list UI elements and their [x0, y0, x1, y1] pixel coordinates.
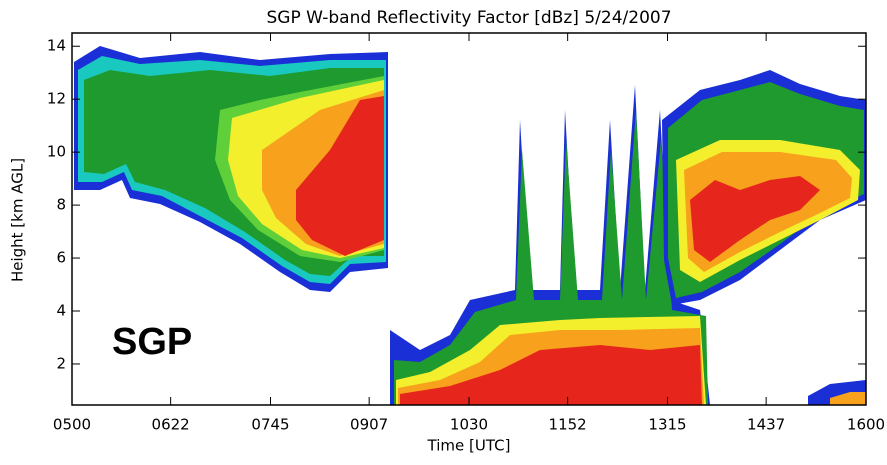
y-tick-label: 12	[47, 90, 66, 108]
echo-orange	[830, 392, 866, 405]
annotation: SGP	[112, 321, 192, 363]
x-axis-label: Time [UTC]	[427, 437, 511, 455]
x-tick-label: 0745	[251, 416, 289, 434]
x-tick-label: 1600	[847, 416, 885, 434]
y-axis-label: Height [km AGL]	[9, 158, 27, 282]
y-tick-label: 4	[56, 302, 66, 320]
x-tick-label: 1437	[747, 416, 785, 434]
reflectivity-field	[74, 46, 866, 405]
x-tick-label: 0500	[53, 416, 91, 434]
y-tick-label: 6	[56, 249, 66, 267]
x-tick-label: 0622	[152, 416, 190, 434]
echo-red	[296, 96, 384, 256]
y-tick-label: 14	[47, 37, 66, 55]
echo-red	[400, 345, 702, 405]
y-tick-label: 8	[56, 196, 66, 214]
y-tick-label: 10	[47, 143, 66, 161]
x-tick-label: 1030	[450, 416, 488, 434]
y-tick-label: 2	[56, 354, 66, 372]
x-tick-label: 1315	[648, 416, 686, 434]
x-tick-label: 1152	[549, 416, 587, 434]
x-tick-label: 0907	[350, 416, 388, 434]
chart-title: SGP W-band Reflectivity Factor [dBz] 5/2…	[266, 8, 671, 28]
echo-red	[690, 176, 820, 262]
